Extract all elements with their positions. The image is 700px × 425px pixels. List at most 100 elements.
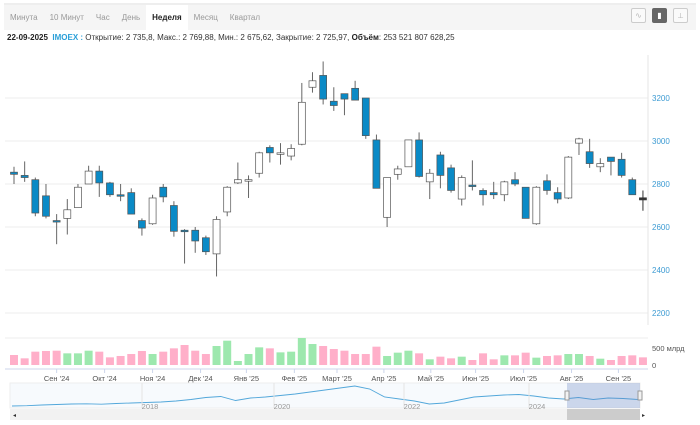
- candle: [436, 154, 445, 176]
- ticker: IMOEX :: [52, 33, 84, 42]
- volume-tick-label: 500 млрд: [652, 344, 685, 353]
- volume-bar: [41, 350, 50, 365]
- candle: [42, 195, 50, 217]
- navigator-handle-right: [637, 390, 643, 401]
- scroll-right-arrow: ▸: [642, 413, 645, 419]
- y-tick-label: 3200: [652, 94, 670, 103]
- tab-10-minutes[interactable]: 10 Минут: [49, 13, 84, 22]
- candle: [20, 175, 29, 178]
- x-tick-label: Окт '24: [92, 374, 117, 383]
- volume-bar: [287, 351, 296, 365]
- volume-bar: [105, 357, 114, 365]
- candle: [308, 80, 317, 88]
- high-value: 2 769,88,: [182, 33, 216, 42]
- candle: [628, 179, 637, 196]
- volume-bar: [543, 355, 551, 365]
- volume-bar: [73, 353, 82, 365]
- y-tick-label: 2800: [652, 180, 670, 189]
- volume-bar: [628, 355, 637, 365]
- volume-value: : 253 521 807 628,25: [378, 33, 455, 42]
- volume-bar: [265, 348, 274, 365]
- candle: [596, 163, 605, 168]
- tab-hour[interactable]: Час: [95, 13, 110, 22]
- candle: [585, 151, 594, 164]
- line-chart-icon[interactable]: ∿: [631, 8, 646, 23]
- volume-bar: [319, 345, 328, 365]
- volume-bar: [468, 360, 477, 365]
- x-tick-label: Июн '25: [462, 374, 489, 383]
- open-value: 2 735,8,: [125, 33, 155, 42]
- tab-minute[interactable]: Минута: [10, 13, 38, 22]
- volume-bar: [148, 354, 157, 365]
- candle: [393, 168, 402, 175]
- tab-quarter[interactable]: Квартал: [229, 13, 261, 22]
- candle: [191, 229, 200, 242]
- candle: [255, 152, 264, 174]
- candle: [553, 192, 562, 200]
- tab-month[interactable]: Месяц: [193, 13, 218, 22]
- volume-bar: [638, 357, 647, 365]
- scrollbar-thumb: [567, 409, 640, 420]
- volume-bar: [532, 357, 541, 365]
- scrollbar-track: [10, 409, 640, 420]
- volume-bar: [372, 346, 381, 365]
- candle: [329, 100, 338, 106]
- candle: [489, 192, 498, 196]
- candle: [319, 75, 327, 100]
- candle: [521, 186, 530, 219]
- candle: [511, 179, 519, 185]
- candle: [63, 209, 72, 219]
- navigator-handle-left: [564, 390, 570, 401]
- volume-bar: [425, 359, 434, 365]
- candle: [543, 180, 551, 191]
- volume-bar: [383, 355, 392, 365]
- candle: [170, 205, 178, 232]
- candle: [639, 197, 647, 201]
- low-label: Мин.:: [218, 33, 239, 42]
- volume-bar: [297, 338, 306, 365]
- volume-bar: [159, 351, 168, 365]
- volume-bar: [201, 354, 210, 365]
- volume-bar: [617, 355, 626, 365]
- volume-bar: [191, 350, 200, 365]
- volume-bar: [116, 355, 125, 365]
- candlestick-chart-icon[interactable]: ▮: [652, 8, 667, 23]
- ohlc-chart-icon[interactable]: ⟂: [673, 8, 688, 23]
- volume-bar: [393, 352, 402, 365]
- volume-bar: [596, 358, 605, 365]
- volume-bar: [255, 347, 264, 365]
- open-label: Открытие:: [85, 33, 124, 42]
- x-tick-label: Апр '25: [371, 374, 396, 383]
- volume-bar: [244, 354, 253, 365]
- x-tick-label: Май '25: [418, 374, 445, 383]
- x-tick-label: Янв '25: [234, 374, 259, 383]
- navigator-year-label: 2020: [274, 402, 291, 411]
- candle: [500, 181, 509, 196]
- candle: [457, 177, 466, 200]
- candle: [415, 139, 423, 177]
- volume-bar: [521, 352, 530, 365]
- navigator-year-label: 2018: [142, 402, 159, 411]
- volume-bar: [329, 349, 338, 365]
- candle: [265, 147, 274, 154]
- volume-bar: [169, 348, 178, 365]
- tab-day[interactable]: День: [121, 13, 141, 22]
- low-value: 2 675,62,: [240, 33, 274, 42]
- candle: [575, 138, 583, 144]
- x-tick-label: Фев '25: [281, 374, 307, 383]
- candle: [202, 237, 210, 253]
- volume-bar: [436, 356, 445, 365]
- volume-bar: [127, 354, 136, 365]
- volume-bar: [276, 352, 285, 365]
- close-label: Закрытие:: [276, 33, 314, 42]
- tab-week[interactable]: Неделя: [146, 5, 188, 30]
- candle: [31, 179, 40, 214]
- volume-bar: [212, 345, 221, 365]
- candle: [468, 184, 477, 187]
- candle: [404, 139, 413, 168]
- candle: [297, 101, 306, 145]
- candle: [479, 190, 487, 196]
- volume-tick-label: 0: [652, 361, 656, 370]
- candle: [95, 170, 104, 184]
